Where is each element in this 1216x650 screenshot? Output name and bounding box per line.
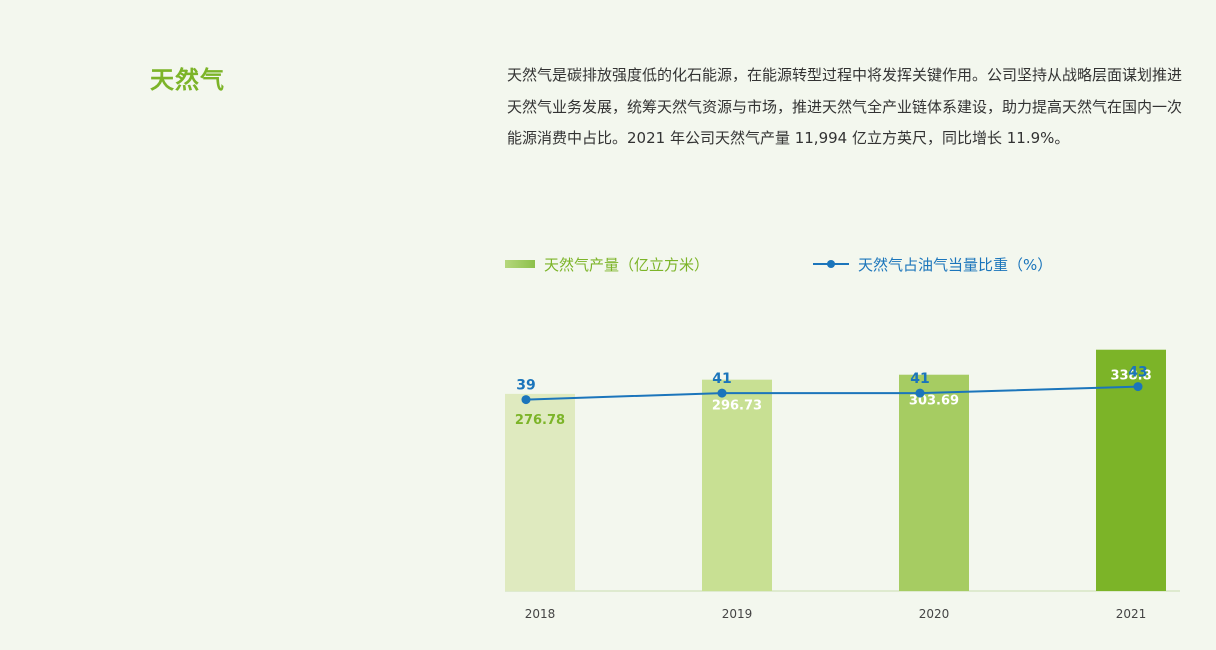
section-title: 天然气 [150, 66, 225, 94]
chart-legend: 天然气产量（亿立方米） 天然气占油气当量比重（%） [505, 252, 1145, 276]
legend-bar-swatch [505, 260, 535, 268]
share-value-label-2020: 41 [910, 371, 929, 387]
bar-2021 [1096, 349, 1166, 591]
bar-2019 [702, 379, 772, 591]
x-tick-label-2019: 2019 [722, 607, 753, 621]
bar-value-label-2021: 338.8 [1110, 369, 1151, 384]
bar-value-label-2019: 296.73 [712, 399, 762, 414]
legend-item-production: 天然气产量（亿立方米） [505, 252, 709, 276]
bar-2018 [505, 393, 575, 591]
production-share-chart: 276.78 296.73 303.69 338.8 39 41 41 43 2018 2019 2… [505, 349, 1180, 621]
bar-2020 [899, 374, 969, 591]
x-tick-label-2021: 2021 [1116, 607, 1147, 621]
legend-item-share: 天然气占油气当量比重（%） [813, 252, 1052, 276]
legend-label-production: 天然气产量（亿立方米） [544, 255, 710, 274]
share-value-label-2019: 41 [712, 371, 731, 387]
bar-value-label-2020: 303.69 [909, 394, 959, 409]
intro-paragraph: 天然气是碳排放强度低的化石能源，在能源转型过程中将发挥关键作用。公司坚持从战略层… [507, 66, 1183, 147]
x-tick-label-2020: 2020 [919, 607, 950, 621]
share-point-2018 [521, 395, 531, 405]
share-line [525, 385, 1139, 401]
share-point-2019 [717, 388, 727, 398]
share-point-2020 [915, 388, 925, 398]
x-tick-label-2018: 2018 [525, 607, 556, 621]
share-point-2021 [1133, 382, 1143, 392]
legend-label-share: 天然气占油气当量比重（%） [858, 255, 1053, 274]
share-value-label-2018: 39 [516, 378, 535, 394]
bar-value-label-2018: 276.78 [515, 413, 565, 428]
legend-line-swatch [813, 259, 849, 269]
share-value-label-2021: 43 [1128, 365, 1147, 381]
